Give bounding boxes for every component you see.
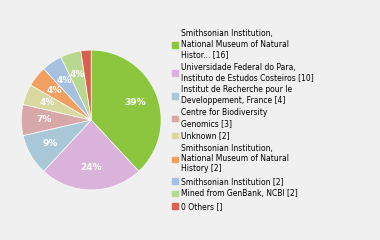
Legend: Smithsonian Institution,
National Museum of Natural
Histor... [16], Universidade: Smithsonian Institution, National Museum… — [173, 29, 314, 211]
Wedge shape — [44, 120, 139, 190]
Text: 39%: 39% — [125, 98, 146, 107]
Text: 4%: 4% — [46, 86, 62, 95]
Wedge shape — [61, 51, 91, 120]
Wedge shape — [81, 50, 91, 120]
Text: 4%: 4% — [70, 70, 85, 79]
Text: 4%: 4% — [57, 76, 72, 85]
Wedge shape — [23, 120, 91, 171]
Text: 24%: 24% — [81, 163, 102, 172]
Wedge shape — [21, 104, 91, 136]
Wedge shape — [44, 57, 91, 120]
Wedge shape — [31, 69, 91, 120]
Text: 4%: 4% — [39, 98, 55, 107]
Wedge shape — [23, 85, 91, 120]
Text: 7%: 7% — [36, 115, 51, 125]
Wedge shape — [91, 50, 161, 171]
Text: 9%: 9% — [42, 139, 58, 148]
